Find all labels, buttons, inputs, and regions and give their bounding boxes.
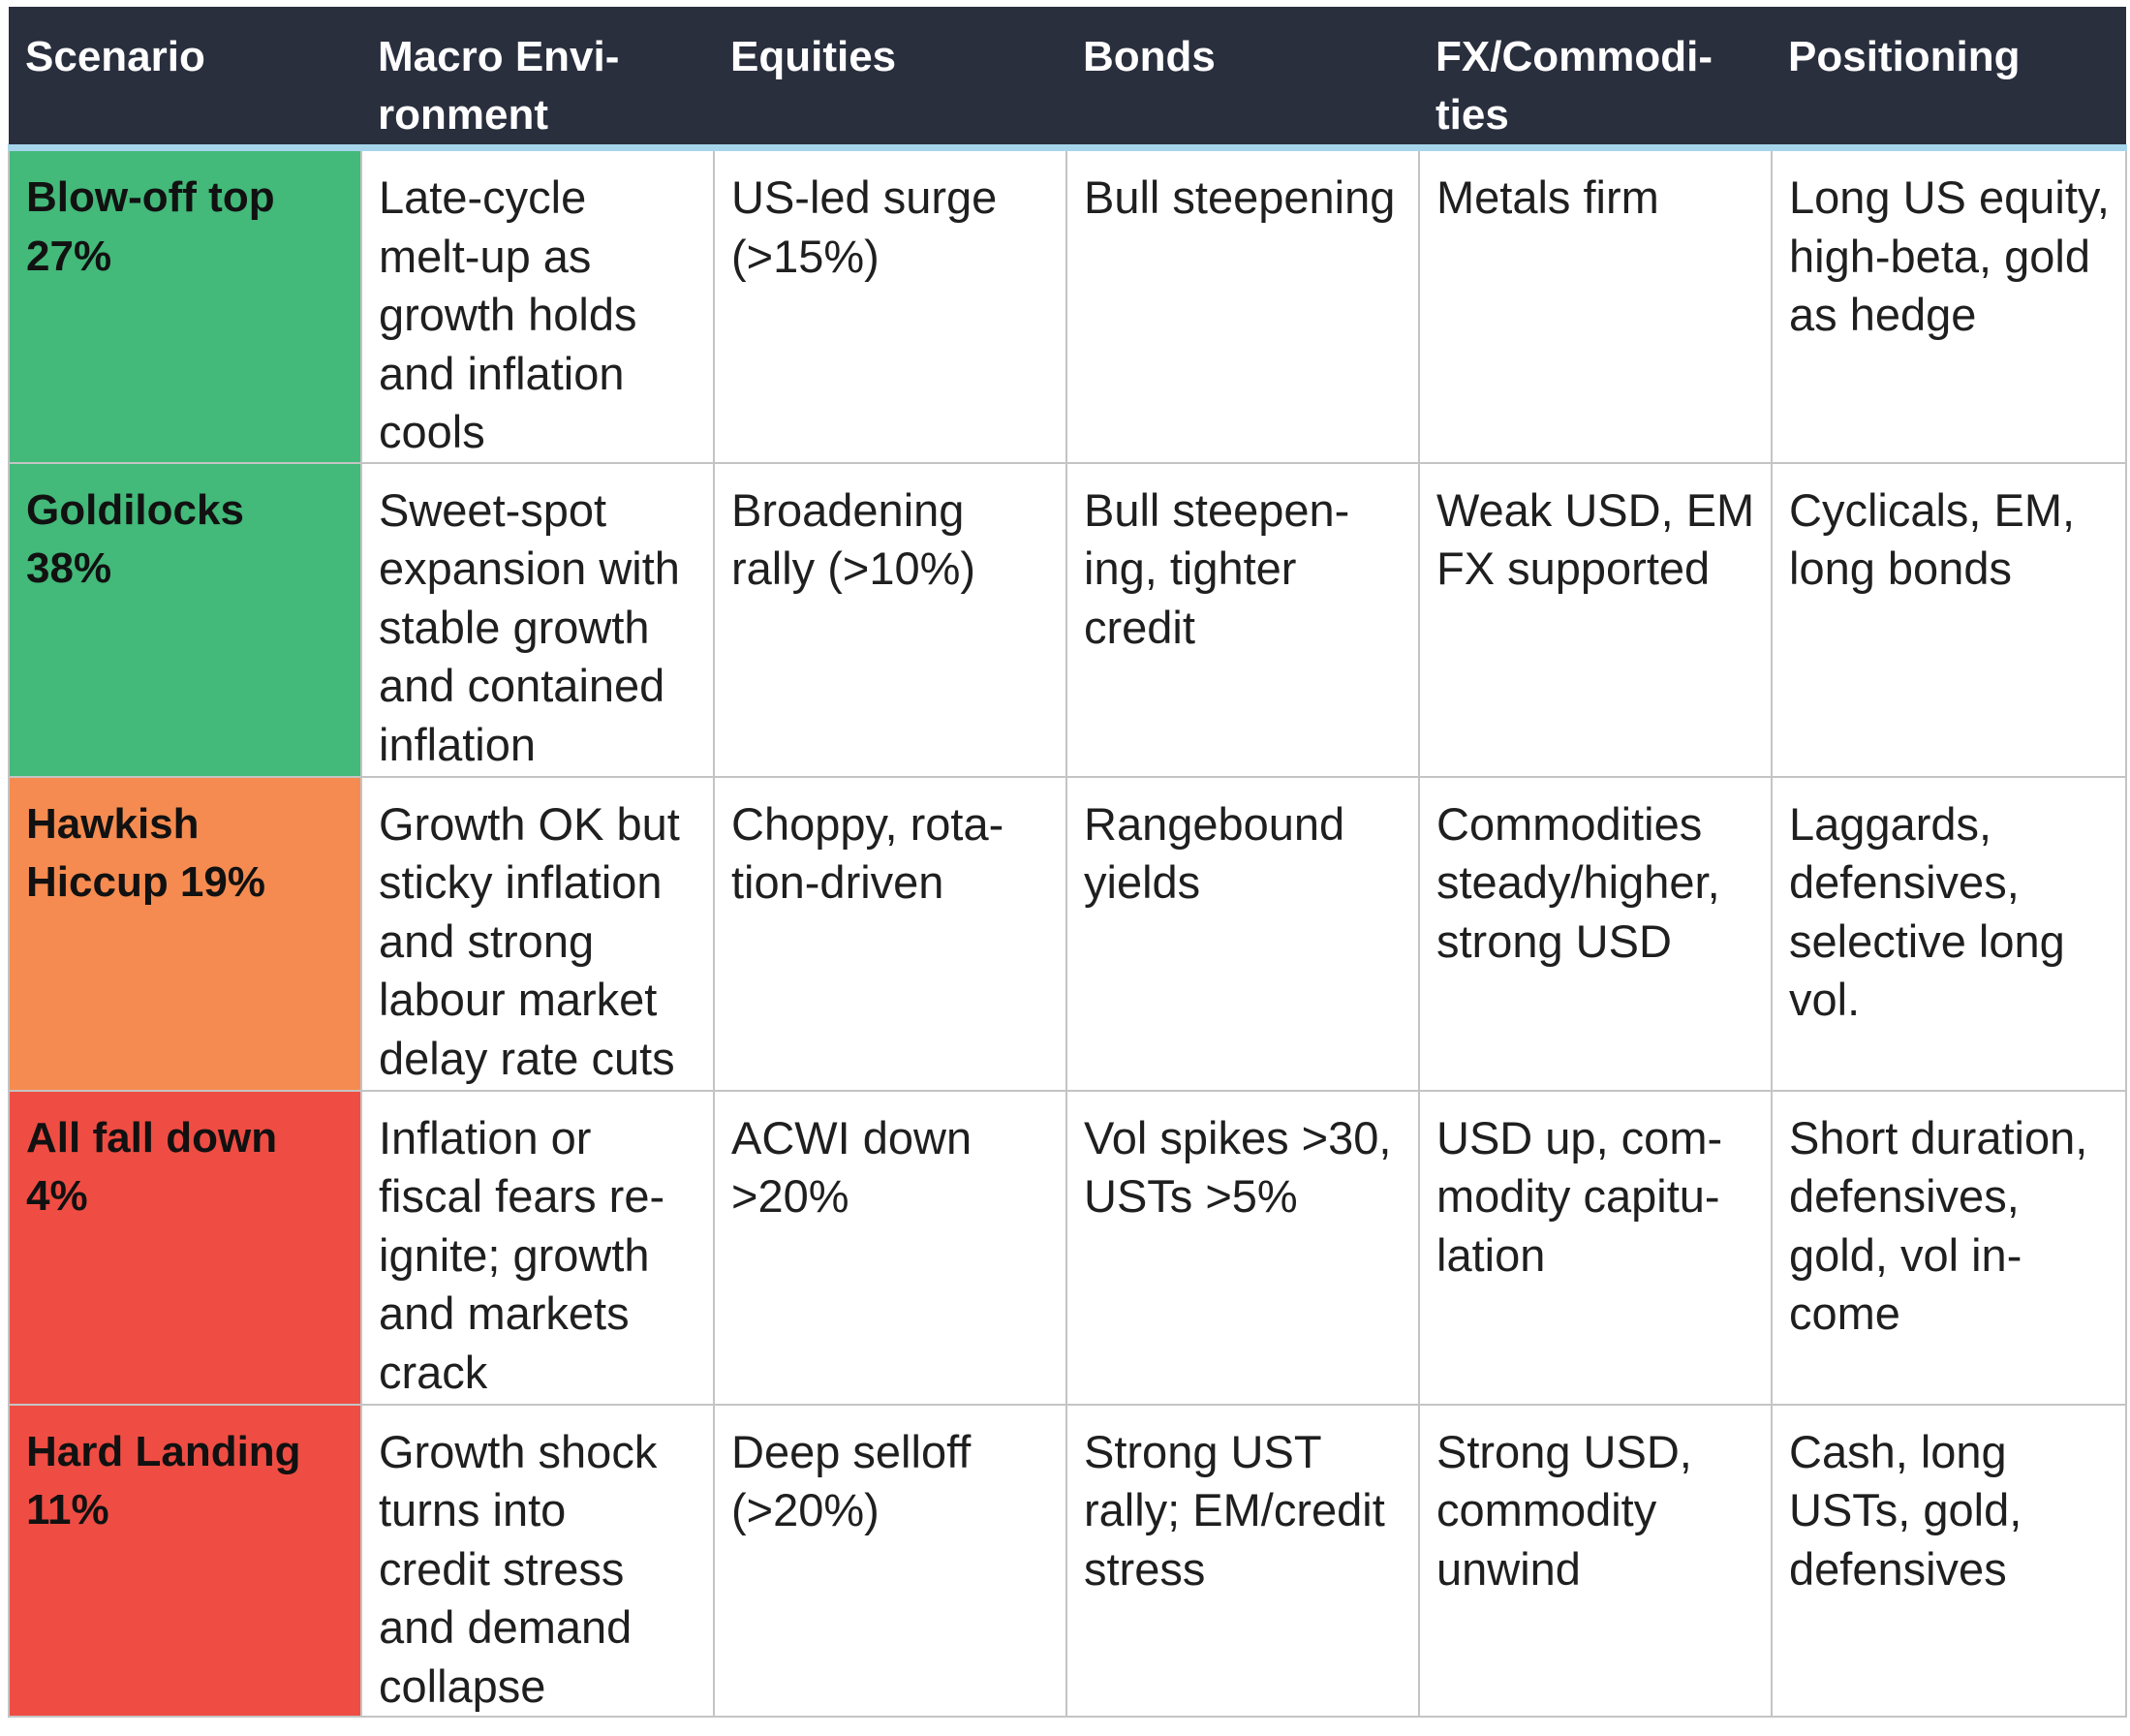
table-row: Goldilocks 38% Sweet-spot expansion with st…	[8, 461, 2127, 778]
bonds-cell: Bull steepening	[1065, 146, 1420, 464]
header-row: Scenario Macro Envi-ronment Equities Bon…	[9, 7, 2126, 151]
table-row: Hard Landing 11% Growth shock turns into cr…	[8, 1403, 2127, 1718]
equities-cell: Choppy, rota-tion-driven	[713, 775, 1067, 1092]
fx-commodities-cell: Weak USD, EM FX supported	[1418, 461, 1773, 778]
fx-commodities-cell: Commodities steady/higher, strong USD	[1418, 775, 1773, 1092]
equities-cell: ACWI down >20%	[713, 1089, 1067, 1406]
positioning-cell: Short duration, defensives, gold, vol in-c…	[1771, 1089, 2127, 1406]
macro-cell: Growth OK but sticky inflation and strong l…	[360, 775, 715, 1092]
bonds-cell: Strong UST rally; EM/credit stress	[1065, 1403, 1420, 1718]
scenario-cell: Hard Landing 11%	[8, 1403, 362, 1718]
header-macro-environment: Macro Envi-ronment	[361, 7, 714, 151]
table-body: Blow-off top 27% Late-cycle melt-up as grow…	[8, 146, 2127, 1718]
bonds-cell: Bull steepen-ing, tighter credit	[1065, 461, 1420, 778]
fx-commodities-cell: Metals firm	[1418, 146, 1773, 464]
macro-cell: Sweet-spot expansion with stable growth and…	[360, 461, 715, 778]
positioning-cell: Long US equity, high-beta, gold as hedge	[1771, 146, 2127, 464]
table-row: Blow-off top 27% Late-cycle melt-up as grow…	[8, 146, 2127, 464]
positioning-cell: Laggards, defensives, selective long vol.	[1771, 775, 2127, 1092]
scenario-cell: Goldilocks 38%	[8, 461, 362, 778]
bonds-cell: Vol spikes >30, USTs >5%	[1065, 1089, 1420, 1406]
header-bonds: Bonds	[1066, 7, 1419, 151]
scenario-cell: All fall down 4%	[8, 1089, 362, 1406]
scenario-cell: Blow-off top 27%	[8, 146, 362, 464]
equities-cell: Broadening rally (>10%)	[713, 461, 1067, 778]
equities-cell: Deep selloff (>20%)	[713, 1403, 1067, 1718]
table-row: Hawkish Hiccup 19% Growth OK but sticky in…	[8, 775, 2127, 1092]
table-header: Scenario Macro Envi-ronment Equities Bon…	[9, 7, 2126, 151]
macro-cell: Inflation or fiscal fears re-ignite; grow…	[360, 1089, 715, 1406]
positioning-cell: Cyclicals, EM, long bonds	[1771, 461, 2127, 778]
header-positioning: Positioning	[1772, 7, 2126, 151]
table-row: All fall down 4% Inflation or fiscal fears…	[8, 1089, 2127, 1406]
fx-commodities-cell: USD up, com-modity capitu-lation	[1418, 1089, 1773, 1406]
header-equities: Equities	[714, 7, 1066, 151]
header-fx-commodities: FX/Commodi-ties	[1419, 7, 1772, 151]
header-scenario: Scenario	[9, 7, 361, 151]
fx-commodities-cell: Strong USD, commodity unwind	[1418, 1403, 1773, 1718]
macro-cell: Late-cycle melt-up as growth holds and infl…	[360, 146, 715, 464]
equities-cell: US-led surge (>15%)	[713, 146, 1067, 464]
macro-cell: Growth shock turns into credit stress and d…	[360, 1403, 715, 1718]
scenario-table: Scenario Macro Envi-ronment Equities Bon…	[8, 7, 2127, 1718]
positioning-cell: Cash, long USTs, gold, defensives	[1771, 1403, 2127, 1718]
scenario-cell: Hawkish Hiccup 19%	[8, 775, 362, 1092]
bonds-cell: Rangebound yields	[1065, 775, 1420, 1092]
